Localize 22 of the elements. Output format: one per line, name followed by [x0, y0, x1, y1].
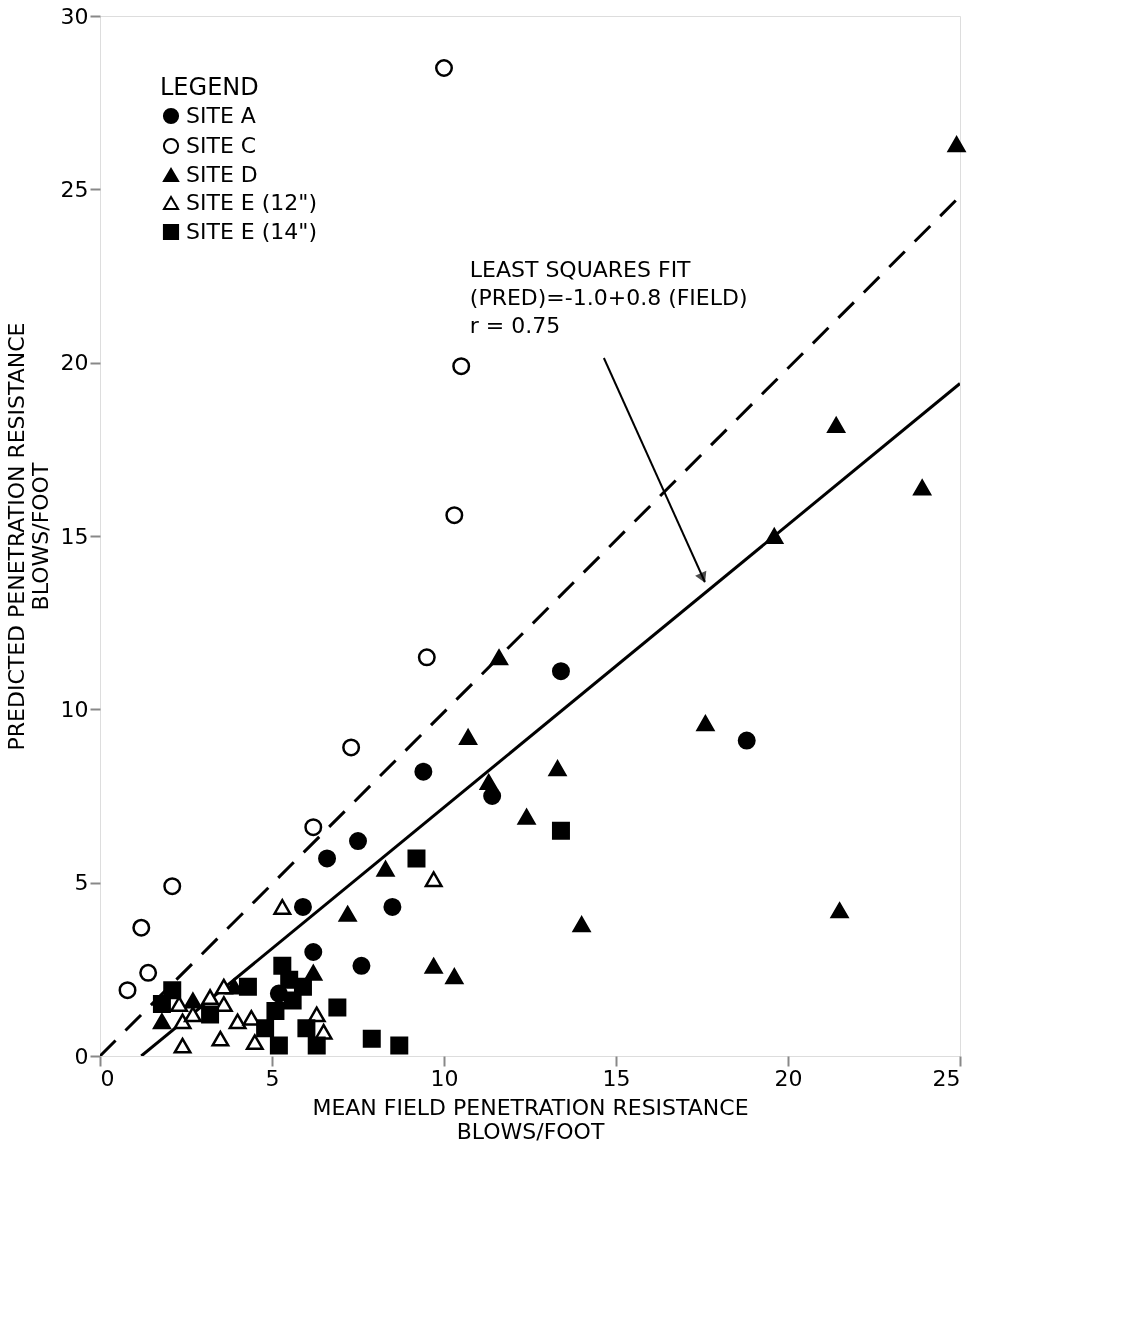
y-tick-label: 25 [60, 176, 89, 202]
y-tick-label: 20 [60, 350, 89, 376]
y-tick-label: 10 [60, 696, 89, 722]
x-tick-label: 0 [100, 1065, 115, 1091]
y-axis-title: PREDICTED PENETRATION RESISTANCE BLOWS/FOOT [3, 322, 53, 751]
y-tick-label: 0 [74, 1043, 89, 1069]
legend-label: SITE C [186, 133, 257, 158]
x-tick-label: 25 [932, 1065, 961, 1091]
legend-label: SITE E (12") [186, 190, 317, 215]
y-tick-label: 30 [60, 3, 89, 29]
x-tick-label: 10 [430, 1065, 459, 1091]
y-tick-label: 5 [74, 870, 89, 896]
x-tick-label: 20 [774, 1065, 803, 1091]
x-tick-label: 5 [265, 1065, 280, 1091]
x-axis-title: MEAN FIELD PENETRATION RESISTANCE BLOWS/FOOT [312, 1094, 749, 1144]
legend-label: SITE A [186, 103, 256, 128]
x-tick-label: 15 [602, 1065, 631, 1091]
annotation: LEAST SQUARES FIT (PRED)=-1.0+0.8 (FIELD) r = 0.75 [469, 257, 748, 339]
legend-label: SITE D [186, 162, 258, 187]
legend-label: SITE E (14") [186, 219, 317, 244]
legend-title: LEGEND [160, 73, 259, 101]
y-tick-label: 15 [60, 523, 89, 549]
